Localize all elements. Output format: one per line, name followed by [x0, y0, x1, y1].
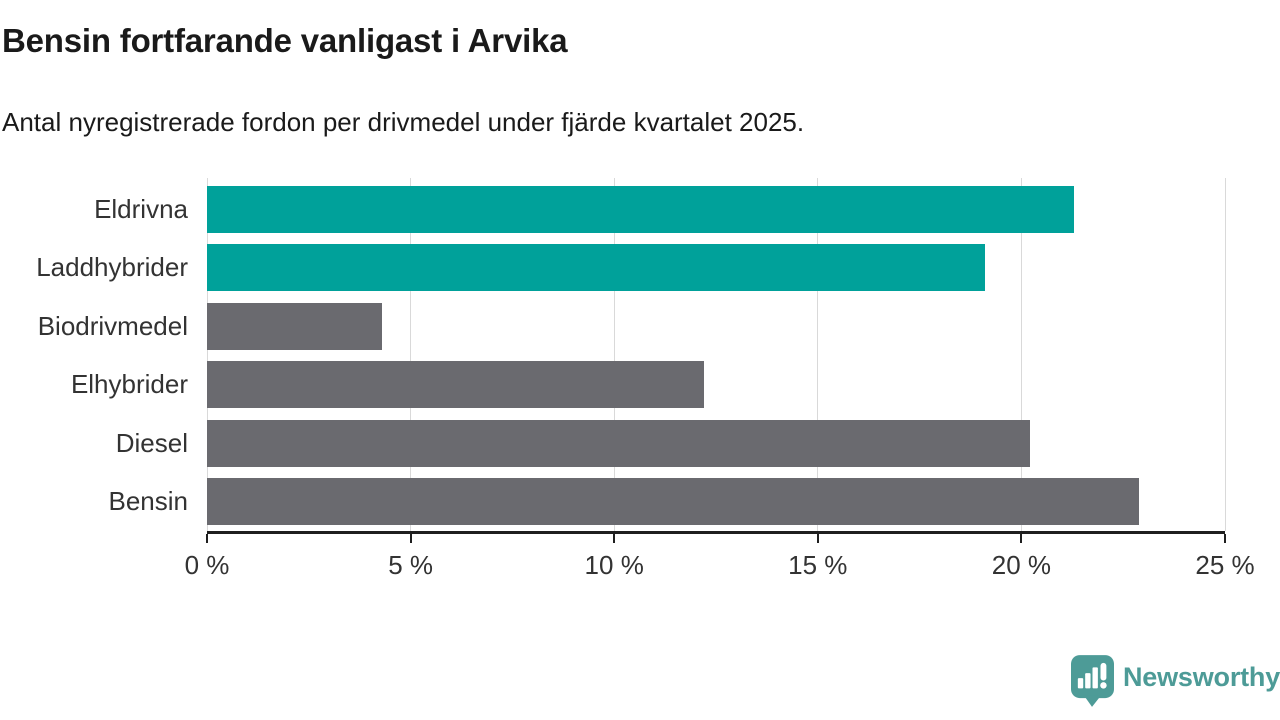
- axis-tick: [816, 534, 819, 543]
- axis-tick-label: 5 %: [388, 550, 433, 580]
- gridline: [410, 178, 412, 531]
- gridline: [1224, 178, 1226, 531]
- bar-bensin: [207, 478, 1140, 526]
- category-label: Elhybrider: [70, 369, 188, 400]
- category-label: Biodrivmedel: [37, 310, 188, 341]
- category-label: Diesel: [115, 427, 188, 458]
- bar-rows: Eldrivna Laddhybrider Biodrivmedel Elhybrid…: [36, 180, 1225, 532]
- axis-tick-label: 20 %: [991, 550, 1052, 580]
- gridline: [206, 178, 208, 531]
- chart-row: Eldrivna: [94, 180, 1225, 239]
- bar-elhybrider: [207, 361, 704, 409]
- axis-tick: [409, 534, 412, 543]
- axis-tick-label: 25 %: [1195, 550, 1255, 580]
- bar-diesel: [207, 419, 1030, 467]
- axis-tick-label: 10 %: [584, 550, 644, 580]
- chart-row: Laddhybrider: [36, 239, 1225, 298]
- bar-biodrivmedel: [207, 302, 383, 350]
- axis-tick: [206, 534, 208, 543]
- chart-title: Bensin fortfarande vanligast i Arvika: [2, 22, 568, 59]
- chart-row: Diesel: [116, 414, 1225, 473]
- axis-tick-label: 0 %: [184, 550, 230, 580]
- bar-eldrivna: [207, 185, 1075, 233]
- category-label: Laddhybrider: [36, 252, 188, 283]
- brand-logo: Newsworthy: [1071, 655, 1280, 707]
- chart-row: Biodrivmedel: [38, 297, 1225, 356]
- axis-tick-label: 15 %: [788, 550, 848, 580]
- chart-row: Bensin: [109, 473, 1225, 532]
- newsworthy-logo-icon: [1071, 655, 1114, 707]
- gridline: [817, 178, 819, 531]
- axis-tick: [1020, 534, 1023, 543]
- chart-row: Elhybrider: [71, 356, 1225, 415]
- brand-name: Newsworthy: [1123, 662, 1280, 692]
- gridline: [1020, 178, 1022, 531]
- bar-chart-plot-area: Eldrivna Laddhybrider Biodrivmedel Elhybrid…: [36, 178, 1255, 580]
- x-axis-line: [207, 531, 1225, 534]
- gridline: [613, 178, 615, 531]
- chart-subtitle: Antal nyregistrerade fordon per drivmede…: [2, 107, 805, 137]
- bar-laddhybrider: [207, 244, 985, 292]
- category-label: Eldrivna: [94, 193, 188, 224]
- axis-tick: [613, 534, 616, 543]
- category-label: Bensin: [108, 486, 189, 517]
- axis-tick: [1224, 534, 1226, 543]
